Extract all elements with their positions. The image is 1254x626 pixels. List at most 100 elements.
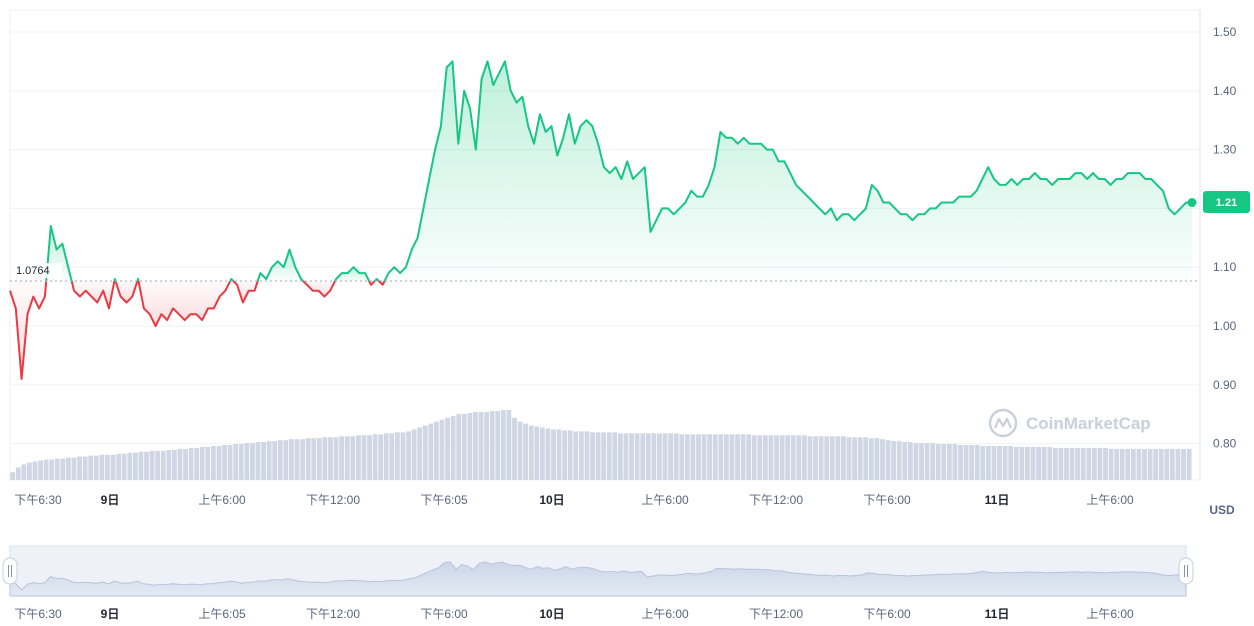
volume-bar	[1025, 446, 1030, 480]
volume-bar	[93, 455, 99, 480]
volume-bar	[829, 436, 835, 480]
volume-bar	[991, 445, 997, 480]
volume-bar	[523, 423, 529, 480]
volume-bar	[1075, 447, 1080, 480]
volume-bar	[1091, 447, 1097, 480]
volume-bar	[1069, 447, 1075, 480]
volume-bar	[216, 445, 222, 480]
volume-bar	[1103, 447, 1108, 480]
x-tick-label: 上午6:00	[1086, 493, 1134, 507]
handle-knob[interactable]	[1178, 557, 1194, 585]
volume-bar	[802, 435, 807, 480]
volume-bar	[718, 434, 724, 480]
range-navigator[interactable]	[2, 545, 1194, 597]
volume-bar	[467, 412, 473, 480]
volume-bar	[751, 435, 757, 480]
volume-bar	[355, 435, 361, 480]
volume-bar	[199, 446, 205, 480]
volume-bar	[673, 433, 679, 480]
volume-bar	[952, 444, 958, 480]
volume-bar	[177, 448, 183, 480]
navigator-x-axis: 下午6:30 9日 上午6:05 下午12:00 下午6:00 10日 上午6:00 下午12…	[14, 607, 1134, 621]
volume-bar	[1153, 448, 1159, 480]
volume-bar	[428, 423, 434, 480]
price-line-down	[9, 281, 48, 380]
price-line-down	[114, 280, 139, 304]
volume-bar	[1130, 448, 1136, 480]
volume-bar	[43, 459, 49, 480]
volume-bar	[701, 434, 707, 480]
price-line-down	[368, 280, 376, 286]
volume-bar	[244, 443, 250, 480]
volume-bar	[400, 432, 406, 480]
volume-bar	[612, 432, 618, 480]
volume-bar	[896, 441, 902, 480]
volume-bar	[712, 434, 718, 480]
x-tick-label: 下午6:00	[863, 493, 911, 507]
volume-bar	[551, 429, 556, 480]
navigator-left-handle[interactable]	[2, 557, 18, 585]
volume-bar	[1136, 448, 1142, 480]
volume-bar	[15, 467, 21, 480]
y-tick-label: 1.50	[1213, 25, 1237, 39]
volume-bar	[974, 445, 980, 480]
volume-bar	[383, 433, 389, 480]
volume-bar	[657, 433, 662, 480]
navigator-x-tick-label: 下午6:00	[863, 607, 911, 621]
volume-bar	[272, 441, 278, 480]
volume-bar	[824, 436, 830, 480]
volume-bar	[1086, 447, 1092, 480]
navigator-x-tick-label: 9日	[101, 607, 120, 621]
area-below-reference	[115, 281, 138, 303]
volume-bar	[924, 443, 930, 480]
volume-bar	[21, 464, 27, 480]
price-line-up	[256, 248, 304, 282]
x-tick-label: 11日	[985, 493, 1010, 507]
volume-bar	[1052, 447, 1058, 480]
volume-bar	[1158, 448, 1164, 480]
volume-bar	[606, 432, 612, 480]
volume-bar	[277, 440, 283, 480]
reference-label-bg	[12, 263, 62, 279]
currency-unit-label: USD	[1209, 503, 1235, 517]
volume-bar	[1142, 448, 1147, 480]
x-axis: 下午6:30 9日 上午6:00 下午12:00 下午6:05 10日 上午6:00 下午12…	[14, 493, 1134, 507]
volume-bar	[618, 433, 623, 480]
volume-bar	[1064, 447, 1069, 480]
volume-bar	[350, 436, 356, 480]
price-line-up	[136, 278, 140, 282]
volume-bar	[1080, 447, 1086, 480]
volume-bar	[238, 444, 244, 480]
price-line-down	[137, 280, 232, 327]
volume-bar	[651, 433, 657, 480]
volume-bar	[1186, 448, 1192, 480]
volume-bar	[60, 458, 66, 480]
volume-bar	[10, 472, 16, 480]
volume-bar	[478, 411, 484, 480]
x-tick-label: 下午12:00	[306, 493, 360, 507]
volume-bar	[328, 437, 333, 480]
handle-knob[interactable]	[2, 557, 18, 585]
coinmarketcap-watermark: CoinMarketCap	[988, 408, 1151, 438]
volume-bar	[38, 460, 43, 480]
volume-bar	[283, 440, 289, 480]
volume-bar	[980, 445, 986, 480]
volume-bar	[919, 443, 924, 480]
navigator-mini-series	[9, 561, 1187, 597]
area-above-reference	[335, 267, 370, 282]
volume-bar	[841, 436, 846, 480]
volume-bar	[768, 435, 774, 480]
volume-bar	[707, 434, 713, 480]
volume-bar	[640, 433, 646, 480]
volume-bar	[450, 415, 456, 480]
navigator-right-handle[interactable]	[1178, 557, 1194, 585]
volume-bar	[484, 411, 489, 480]
volume-bar	[194, 447, 200, 480]
volume-bar	[261, 442, 266, 480]
volume-bar	[183, 448, 188, 480]
y-tick-label: 0.90	[1213, 378, 1237, 392]
volume-bar	[880, 439, 885, 480]
navigator-x-tick-label: 上午6:00	[641, 607, 689, 621]
volume-bar	[1125, 448, 1131, 480]
